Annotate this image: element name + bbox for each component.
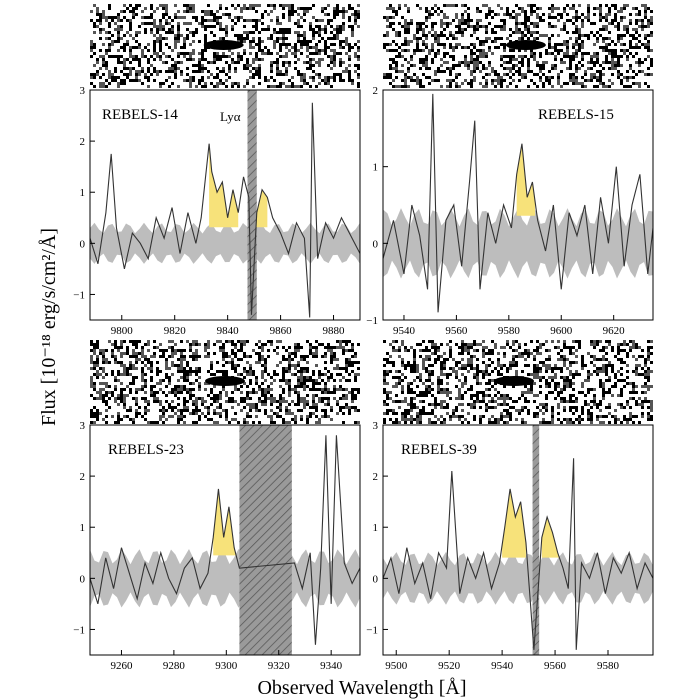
x-tick-label: 9300 [215,660,238,672]
spectrum-line [90,435,360,645]
y-tick-label: 1 [80,522,86,534]
x-tick-label: 9540 [393,325,416,337]
y-tick-label: −1 [73,624,85,636]
x-tick-label: 9340 [320,660,343,672]
y-tick-label: −1 [366,624,378,636]
emission-blob [203,40,244,50]
axes-frame [382,89,654,321]
x-tick-label: 9540 [491,660,514,672]
x-tick-label: 9620 [603,325,626,337]
emission-fill [541,517,561,558]
x-tick-label: 9600 [550,325,573,337]
y-tick-label: 3 [373,420,379,432]
x-tick-label: 9800 [111,325,134,337]
spectrum-line [383,458,653,650]
spectrum-2d-image [383,340,653,424]
y-tick-label: 2 [80,471,86,483]
axes-frame [89,424,361,656]
y-tick-label: 1 [373,522,379,534]
x-tick-label: 9580 [597,660,620,672]
x-tick-label: 9260 [110,660,133,672]
sky-mask-region [532,425,540,655]
x-tick-label: 9820 [164,325,187,337]
panel-0: 9800 9820 9840 9860 9880 −1 0 1 2 3 REBELS-14 Lyα [73,4,361,337]
y-tick-label: 3 [80,420,86,432]
x-tick-label: 9840 [217,325,240,337]
noise-band [383,551,653,605]
emission-fill [209,143,239,228]
panel-1: 9540 9560 9580 9600 9620 −1 0 1 2 REBELS-15 [366,4,654,337]
y-tick-label: 0 [373,573,379,585]
y-tick-label: 0 [80,573,86,585]
plot-area [90,425,360,655]
x-tick-label: 9880 [323,325,346,337]
panel-3: 9500 9520 9540 9560 9580 −1 0 1 2 3 REBELS-39 [366,340,654,672]
x-tick-label: 9560 [544,660,567,672]
x-tick-label: 9580 [498,325,521,337]
x-tick-label: 9520 [438,660,461,672]
y-tick-label: 1 [373,162,379,174]
emission-blob [205,376,245,386]
x-tick-label: 9560 [445,325,468,337]
spectrum-2d-image [90,340,360,424]
y-tick-label: 2 [80,136,86,148]
y-tick-label: 0 [373,238,379,250]
spectrum-line [90,102,360,318]
emission-fill [516,145,536,216]
y-tick-label: 2 [373,471,379,483]
y-tick-label: 1 [80,187,86,199]
y-axis-label: Flux [10⁻¹⁸ erg/s/cm²/Å] [38,228,60,426]
spectrum-2d-image [383,4,653,88]
emission-blob [494,376,535,386]
plot-area [383,93,653,313]
axes-frame [382,424,654,656]
x-axis-label: Observed Wavelength [Å] [257,677,466,699]
sky-mask-region [239,425,292,655]
plot-area [90,90,360,320]
x-tick-label: 9320 [268,660,291,672]
sky-mask-region [247,90,257,320]
panel-label: REBELS-39 [401,442,477,458]
noise-band [90,222,360,264]
axes-frame [89,89,361,321]
line-annotation: Lyα [220,109,241,124]
x-tick-label: 9500 [385,660,408,672]
y-tick-label: −1 [366,315,378,327]
panel-label: REBELS-15 [538,107,614,123]
x-tick-label: 9280 [163,660,186,672]
y-tick-label: −1 [73,289,85,301]
emission-fill [250,189,268,228]
noise-band [383,208,653,279]
panel-2: 9260 9280 9300 9320 9340 −1 0 1 2 3 REBELS-23 [73,340,361,672]
panels: 9800 9820 9840 9860 9880 −1 0 1 2 3 REBELS-14 Lyα 95… [73,4,654,672]
y-tick-label: 2 [373,85,379,97]
spectrum-line [383,93,653,313]
y-tick-label: 3 [80,85,86,97]
y-tick-label: 0 [80,238,86,250]
emission-blob [505,40,546,50]
emission-fill [213,491,237,556]
plot-area [383,425,653,655]
spectrum-2d-image [90,4,360,88]
x-tick-label: 9860 [270,325,293,337]
panel-label: REBELS-14 [102,107,178,123]
panel-label: REBELS-23 [108,442,184,458]
